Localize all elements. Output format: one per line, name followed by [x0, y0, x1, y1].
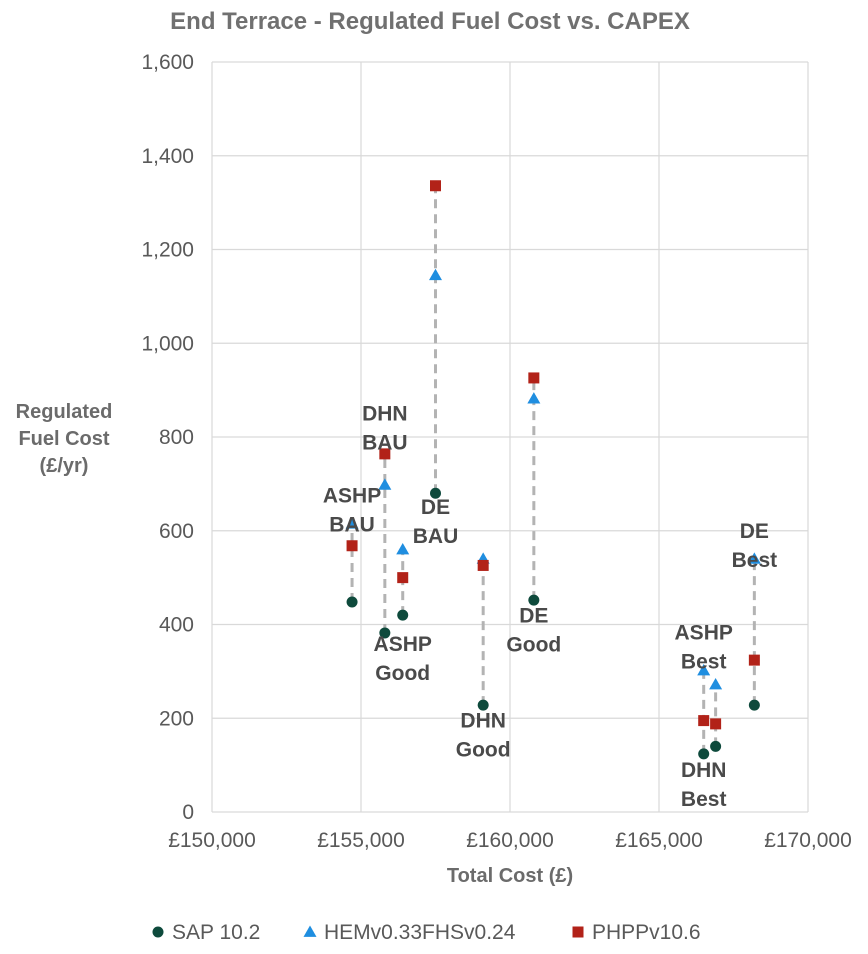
- option-label: DHN: [362, 403, 408, 426]
- point-circle: [379, 627, 391, 639]
- option-label: ASHP: [323, 485, 381, 508]
- legend-label: HEMv0.33FHSv0.24: [324, 921, 516, 944]
- y-tick-label: 1,200: [141, 239, 194, 262]
- option-label: ASHP: [374, 633, 432, 656]
- point-square: [528, 372, 540, 384]
- point-circle: [477, 699, 489, 711]
- y-axis-label-line: Fuel Cost: [18, 428, 109, 450]
- point-triangle: [747, 552, 761, 564]
- point-square: [477, 559, 489, 571]
- point-circle: [528, 594, 540, 606]
- point-square: [748, 654, 760, 666]
- point-triangle: [527, 392, 541, 404]
- legend-label: PHPPv10.6: [592, 921, 701, 944]
- y-axis-ticks: 0 200 400 600 800 1,000 1,200 1,400 1,600: [141, 51, 194, 824]
- y-tick-label: 1,000: [141, 332, 194, 355]
- y-axis-label: Regulated Fuel Cost (£/yr): [16, 401, 113, 477]
- option-label: DHN: [460, 710, 506, 733]
- option-label: BAU: [362, 432, 408, 455]
- data-markers: [345, 180, 761, 760]
- point-square: [698, 715, 710, 727]
- option-annotations: ASHP BAU DHN BAU ASHP Good DE BAU DHN Good DE Good D…: [323, 403, 777, 811]
- point-square: [710, 718, 722, 730]
- y-axis-label-line: Regulated: [16, 401, 113, 423]
- point-triangle: [429, 268, 442, 281]
- option-label: DE: [519, 605, 548, 628]
- y-tick-label: 400: [159, 614, 194, 637]
- legend: SAP 10.2 HEMv0.33FHSv0.24 PHPPv10.6: [152, 921, 701, 944]
- x-tick-label: £160,000: [466, 829, 554, 852]
- point-circle: [397, 609, 409, 621]
- point-circle: [430, 487, 441, 499]
- option-label: ASHP: [675, 622, 733, 645]
- point-circle: [346, 596, 358, 608]
- option-label: Best: [681, 788, 727, 811]
- x-axis-label: Total Cost (£): [447, 865, 573, 887]
- y-tick-label: 1,400: [141, 145, 194, 168]
- point-square: [346, 540, 358, 552]
- point-circle: [698, 748, 710, 760]
- gridlines: [211, 61, 809, 813]
- option-label: DE: [740, 520, 769, 543]
- legend-label: SAP 10.2: [172, 921, 260, 944]
- y-axis-label-line: (£/yr): [40, 455, 89, 477]
- x-tick-label: £165,000: [615, 829, 703, 852]
- y-tick-label: 0: [182, 801, 194, 824]
- legend-marker: [572, 926, 584, 938]
- point-triangle: [378, 478, 392, 490]
- legend-marker: [152, 926, 164, 938]
- legend-marker: [303, 925, 317, 937]
- option-label: Best: [732, 549, 778, 572]
- x-tick-label: £170,000: [764, 829, 852, 852]
- x-tick-label: £155,000: [317, 829, 405, 852]
- point-triangle: [396, 543, 410, 555]
- y-tick-label: 600: [159, 520, 194, 543]
- x-axis-ticks: £150,000 £155,000 £160,000 £165,000 £170,000: [168, 829, 852, 852]
- point-triangle: [345, 517, 359, 529]
- point-triangle: [697, 663, 711, 676]
- option-label: DHN: [681, 759, 727, 782]
- point-square: [430, 180, 441, 192]
- x-tick-label: £150,000: [168, 829, 256, 852]
- y-tick-label: 200: [159, 707, 194, 730]
- option-label: BAU: [329, 514, 375, 537]
- option-label: Best: [681, 651, 727, 674]
- option-label: DE: [421, 496, 450, 519]
- option-label: Good: [375, 662, 430, 685]
- option-label: Good: [506, 634, 561, 657]
- option-label: Good: [456, 739, 511, 762]
- point-circle: [710, 740, 722, 752]
- y-tick-label: 1,600: [141, 51, 194, 74]
- chart-title: End Terrace - Regulated Fuel Cost vs. CA…: [170, 8, 690, 35]
- y-tick-label: 800: [159, 426, 194, 449]
- option-label: BAU: [413, 525, 459, 548]
- point-square: [397, 572, 409, 584]
- point-circle: [748, 699, 760, 711]
- point-triangle: [709, 678, 723, 690]
- point-square: [379, 448, 391, 460]
